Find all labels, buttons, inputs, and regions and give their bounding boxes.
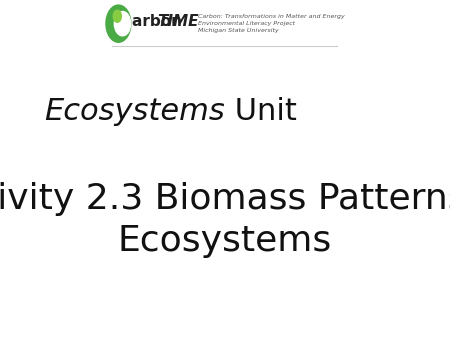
Circle shape bbox=[113, 10, 122, 22]
Text: arbon: arbon bbox=[131, 15, 187, 29]
Text: Ecosystems: Ecosystems bbox=[44, 97, 225, 126]
Text: Unit: Unit bbox=[225, 97, 297, 126]
Circle shape bbox=[106, 5, 131, 42]
Text: TIME: TIME bbox=[158, 15, 199, 29]
Text: Carbon: Transformations in Matter and Energy
Environmental Literacy Project
Mich: Carbon: Transformations in Matter and En… bbox=[198, 14, 345, 32]
Text: Activity 2.3 Biomass Patterns in
Ecosystems: Activity 2.3 Biomass Patterns in Ecosyst… bbox=[0, 182, 450, 258]
Circle shape bbox=[114, 11, 130, 36]
